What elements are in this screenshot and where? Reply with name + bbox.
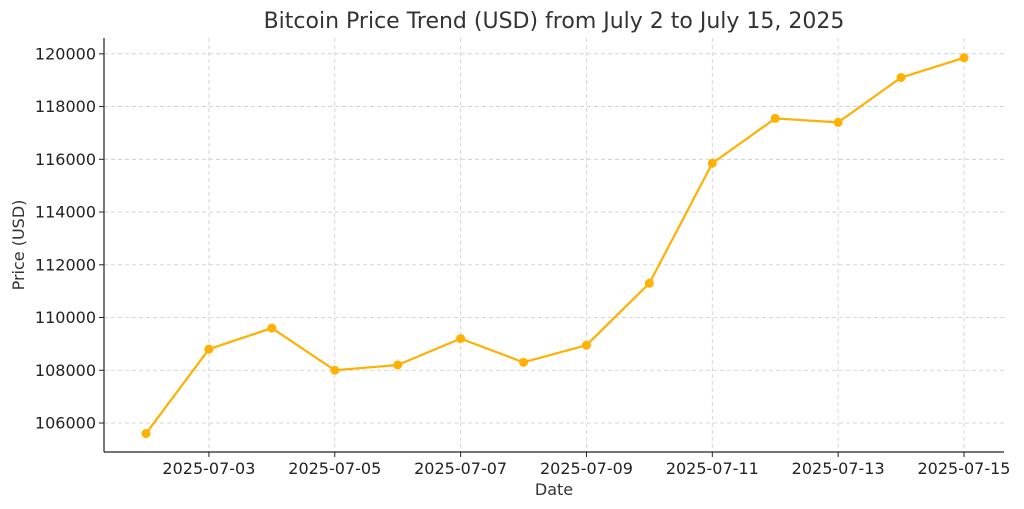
x-tick-label: 2025-07-13	[792, 459, 885, 478]
data-point	[896, 73, 906, 83]
grid	[104, 38, 1004, 452]
data-point	[770, 113, 780, 123]
y-tick-label: 110000	[35, 308, 96, 327]
x-tick-label: 2025-07-07	[414, 459, 507, 478]
data-point	[581, 340, 591, 350]
data-point	[456, 334, 466, 344]
data-point	[141, 429, 151, 439]
data-point	[519, 357, 529, 367]
data-point	[707, 158, 717, 168]
x-tick-label: 2025-07-03	[162, 459, 255, 478]
data-point	[959, 53, 969, 63]
y-tick-label: 106000	[35, 413, 96, 432]
series-group	[141, 53, 969, 439]
data-point	[267, 323, 277, 333]
x-tick-label: 2025-07-15	[918, 459, 1011, 478]
data-point	[833, 117, 843, 127]
y-tick-label: 108000	[35, 361, 96, 380]
y-tick-label: 114000	[35, 203, 96, 222]
y-tick-label: 118000	[35, 97, 96, 116]
x-axis-label: Date	[535, 480, 573, 499]
chart-title: Bitcoin Price Trend (USD) from July 2 to…	[264, 9, 845, 34]
data-point	[204, 344, 214, 354]
y-tick-label: 120000	[35, 44, 96, 63]
y-tick-label: 112000	[35, 255, 96, 274]
y-tick-label: 116000	[35, 150, 96, 169]
data-point	[644, 278, 654, 288]
y-axis-label: Price (USD)	[9, 200, 28, 291]
x-tick-label: 2025-07-09	[540, 459, 633, 478]
data-point	[330, 365, 340, 375]
x-tick-label: 2025-07-11	[666, 459, 759, 478]
x-ticks: 2025-07-03 2025-07-05 2025-07-07 2025-07-09…	[162, 452, 1010, 478]
y-ticks: 106000 108000 110000 112000 114000 116000 1180…	[35, 44, 104, 432]
data-point	[393, 360, 403, 370]
x-tick-label: 2025-07-05	[288, 459, 381, 478]
series-line	[144, 56, 966, 435]
